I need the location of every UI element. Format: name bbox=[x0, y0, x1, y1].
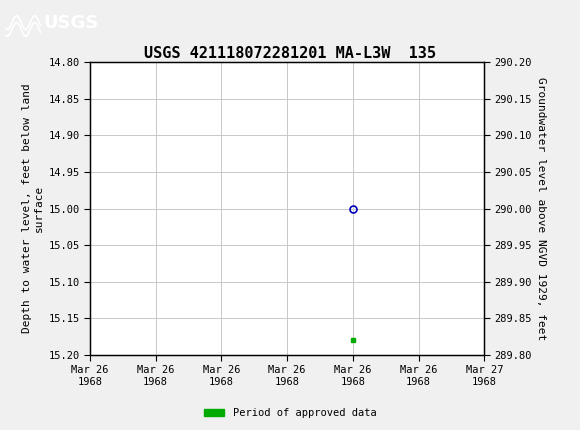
Y-axis label: Groundwater level above NGVD 1929, feet: Groundwater level above NGVD 1929, feet bbox=[536, 77, 546, 340]
Text: USGS: USGS bbox=[44, 14, 99, 31]
Legend: Period of approved data: Period of approved data bbox=[200, 404, 380, 423]
Text: USGS 421118072281201 MA-L3W  135: USGS 421118072281201 MA-L3W 135 bbox=[144, 46, 436, 61]
Y-axis label: Depth to water level, feet below land
surface: Depth to water level, feet below land su… bbox=[21, 84, 44, 333]
